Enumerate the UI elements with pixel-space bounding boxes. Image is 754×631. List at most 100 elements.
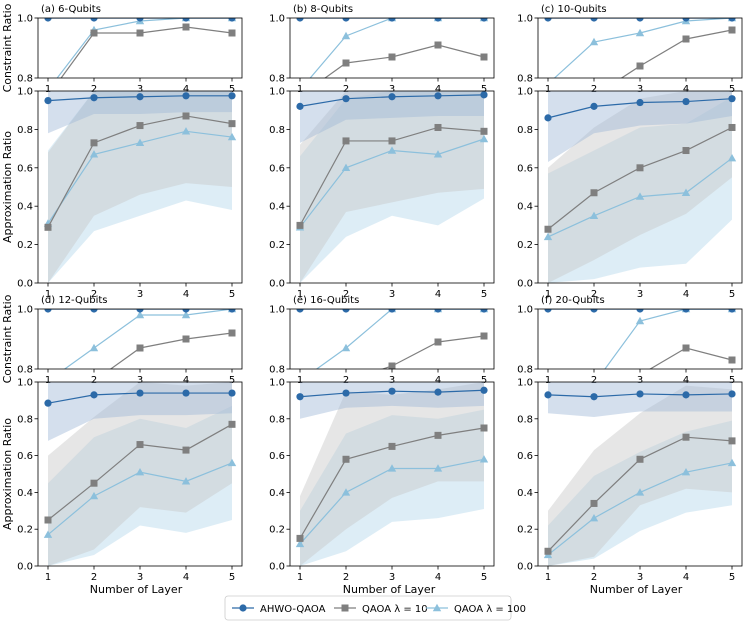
panel-3-approx-xtick-label: 2 bbox=[91, 572, 97, 583]
legend-ahwo-label: AHWO-QAOA bbox=[260, 604, 326, 615]
panel-4-approx-axes: 0.0 0.2 0.4 0.6 0.8 1.0 1 2 3 4 5 bbox=[269, 378, 495, 583]
panel-1-approx-qaoa10-point bbox=[296, 221, 304, 229]
panel-0-approx-ahwo-point bbox=[44, 97, 52, 105]
panel-3-approx-qaoa100-point bbox=[227, 458, 237, 467]
panel-2-approx-ytick-label: 0.0 bbox=[517, 279, 533, 290]
panel-4-constraint-qaoa10-point bbox=[388, 362, 396, 369]
panel-5-approx-ahwo-point bbox=[590, 393, 598, 401]
panel-3-approx-qaoa10-point bbox=[136, 441, 144, 449]
panel-1-constraint-axes: 0.8 1.0 1 2 3 4 5 bbox=[269, 14, 495, 95]
panel-5-approx-ytick-label: 0.8 bbox=[517, 414, 533, 425]
panel-4-constraint-xtick-label: 4 bbox=[435, 375, 441, 386]
panel-2-approx-ytick-label: 0.4 bbox=[517, 202, 533, 213]
panel-3-approx-qaoa100-point bbox=[89, 491, 99, 500]
panel-3-constraint-xtick-label: 2 bbox=[91, 375, 97, 386]
panel-2-approx-qaoa100-point bbox=[727, 154, 737, 162]
panel-0-approx-qaoa10-point bbox=[228, 120, 236, 128]
panel-1-approx-plot-area bbox=[295, 91, 489, 283]
panel-5-constraint-axes: 0.8 1.0 1 2 3 4 5 bbox=[517, 305, 743, 386]
panel-1-constraint-qaoa100-line bbox=[309, 18, 484, 78]
panel-4-approx-qaoa100-point bbox=[295, 539, 305, 548]
panel-3-approx-ytick-label: 0.0 bbox=[17, 562, 33, 573]
panel-1-approx-xtick-label: 4 bbox=[435, 289, 441, 300]
panel-4-approx-xtick-label: 5 bbox=[481, 572, 487, 583]
panel-0-constraint-ahwo-point bbox=[228, 18, 236, 22]
panel-4-approx-ahwo-point bbox=[342, 389, 350, 397]
panel-5-approx-qaoa100-point bbox=[727, 458, 737, 467]
panel-0-constraint-qaoa10-point bbox=[136, 29, 144, 37]
panel-0-constraint-qaoa10-point bbox=[182, 23, 190, 31]
panel-1-approx-ahwo-point bbox=[434, 92, 442, 100]
panel-4-constraint-qaoa10-point bbox=[480, 332, 488, 340]
panel-0-approx-ytick-label: 0.4 bbox=[17, 202, 33, 213]
panel-2-approx-qaoa100-point bbox=[589, 211, 599, 219]
panel-0-ahwo-band bbox=[48, 91, 232, 134]
panel-1-constraint-ahwo-point bbox=[388, 18, 396, 22]
panel-4-constraint-ahwo-point bbox=[480, 309, 488, 313]
panel-1-approx-ytick-label: 0.4 bbox=[269, 202, 285, 213]
panel-0-approx-xtick-label: 4 bbox=[183, 289, 189, 300]
panel-4-approx-ytick-label: 1.0 bbox=[269, 378, 285, 389]
panel-5-approx-xtick-label: 4 bbox=[683, 572, 689, 583]
panel-4-approx-qaoa10-point bbox=[434, 431, 442, 439]
panel-5-constraint-xtick-label: 3 bbox=[637, 375, 643, 386]
panel-3-constraint-ahwo-point bbox=[228, 309, 236, 313]
panel-1-approx-xtick-label: 1 bbox=[297, 289, 303, 300]
panel-5-approx-qaoa10-point bbox=[728, 437, 736, 445]
panel-0-approx-ytick-label: 0.6 bbox=[17, 163, 33, 174]
panel-0-approx-qaoa100-point bbox=[227, 132, 237, 141]
panel-2-constraint-axes: 0.8 1.0 1 2 3 4 5 bbox=[517, 14, 743, 95]
panel-2-approx-xtick-label: 2 bbox=[591, 289, 597, 300]
panel-0-approx-xtick-label: 1 bbox=[45, 289, 51, 300]
panel-4-constraint-ahwo-point bbox=[296, 309, 304, 313]
plots: (a) 6-Qubits 0.8 1.0 1 2 3 4 5 0.0 0.2 0.4 0.6 0.8 1.… bbox=[17, 4, 743, 583]
panel-5-approx-qaoa10-point bbox=[682, 433, 690, 441]
panel-0-approx-ytick-label: 0.8 bbox=[17, 125, 33, 136]
panel-3-constraint-ahwo-point bbox=[182, 309, 190, 313]
panel-3-title: (d) 12-Qubits bbox=[41, 295, 108, 306]
panel-2-qaoa10-band bbox=[548, 91, 732, 283]
panel-1-constraint-qaoa10-point bbox=[434, 41, 442, 49]
panel-3-constraint-xtick-label: 5 bbox=[229, 375, 235, 386]
panel-0-constraint-xtick-label: 2 bbox=[91, 84, 97, 95]
panel-0-title: (a) 6-Qubits bbox=[41, 4, 101, 15]
panel-2-approx-qaoa10-point bbox=[636, 164, 644, 172]
panel-1-constraint-xtick-label: 1 bbox=[297, 84, 303, 95]
panel-5-constraint-qaoa100-point bbox=[635, 316, 645, 325]
panel-5-approx-qaoa100-point bbox=[589, 513, 599, 522]
panel-1-constraint-xtick-label: 5 bbox=[481, 84, 487, 95]
panel-4-approx-qaoa10-point bbox=[342, 455, 350, 463]
panel-5-approx-plot-area bbox=[543, 382, 737, 566]
panel-0-approx-qaoa100-point bbox=[89, 150, 99, 158]
panel-3-approx-xtick-label: 3 bbox=[137, 572, 143, 583]
panel-2-approx-ahwo-point bbox=[544, 114, 552, 122]
panel-4-approx-ytick-label: 0.8 bbox=[269, 414, 285, 425]
panel-5-approx-qaoa10-point bbox=[590, 499, 598, 507]
panel-5-constraint-qaoa10-point bbox=[728, 356, 736, 364]
panel-1-constraint-plot-area bbox=[296, 18, 489, 78]
panel-0-constraint-frame bbox=[37, 17, 243, 79]
panel-2-approx-ytick-label: 0.2 bbox=[517, 240, 533, 251]
panel-2-constraint-qaoa100-point bbox=[589, 37, 599, 46]
panel-2-constraint-qaoa100-line bbox=[553, 18, 733, 78]
panel-2-approx-ahwo-point bbox=[590, 102, 598, 110]
panel-2-approx-ahwo-point bbox=[636, 98, 644, 107]
panel-0-constraint-xtick-label: 5 bbox=[229, 84, 235, 95]
panel-1-approx-qaoa100-point bbox=[341, 163, 351, 171]
panel-2-constraint-ahwo-point bbox=[636, 18, 644, 22]
panel-2-approx-qaoa100-point bbox=[681, 188, 691, 196]
panel-3-approx-axes: 0.0 0.2 0.4 0.6 0.8 1.0 1 2 3 4 5 bbox=[17, 378, 243, 583]
panel-1-approx-axes: 0.0 0.2 0.4 0.6 0.8 1.0 1 2 3 4 5 bbox=[269, 87, 495, 300]
legend: AHWO-QAOA QAOA λ = 10 QAOA λ = 100 bbox=[224, 595, 526, 621]
xlabel-col2: Number of Layer bbox=[343, 583, 436, 596]
panel-0-approx-ytick-label: 0.0 bbox=[17, 279, 33, 290]
panel-5-constraint-qaoa10-line bbox=[649, 347, 733, 369]
panel-5-approx-ytick-label: 0.2 bbox=[517, 525, 533, 536]
panel-2-constraint-ahwo-point bbox=[590, 18, 598, 22]
panel-0-approx-qaoa100-point bbox=[135, 138, 145, 147]
panel-5-approx-axes: 0.0 0.2 0.4 0.6 0.8 1.0 1 2 3 4 5 bbox=[517, 378, 743, 583]
panel-5-constraint-ahwo-point bbox=[590, 309, 598, 313]
panel-3-constraint-ahwo-point bbox=[44, 309, 52, 313]
panel-1-approx-qaoa100-point bbox=[387, 146, 397, 154]
panel-2-approx-xtick-label: 3 bbox=[637, 289, 643, 300]
